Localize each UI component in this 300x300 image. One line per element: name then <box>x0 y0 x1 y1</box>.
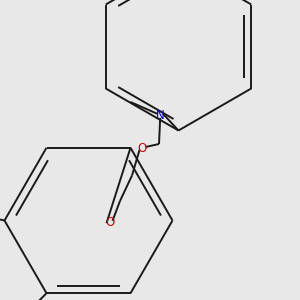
Text: N: N <box>156 109 165 122</box>
Text: O: O <box>138 142 147 155</box>
Text: O: O <box>105 215 114 229</box>
